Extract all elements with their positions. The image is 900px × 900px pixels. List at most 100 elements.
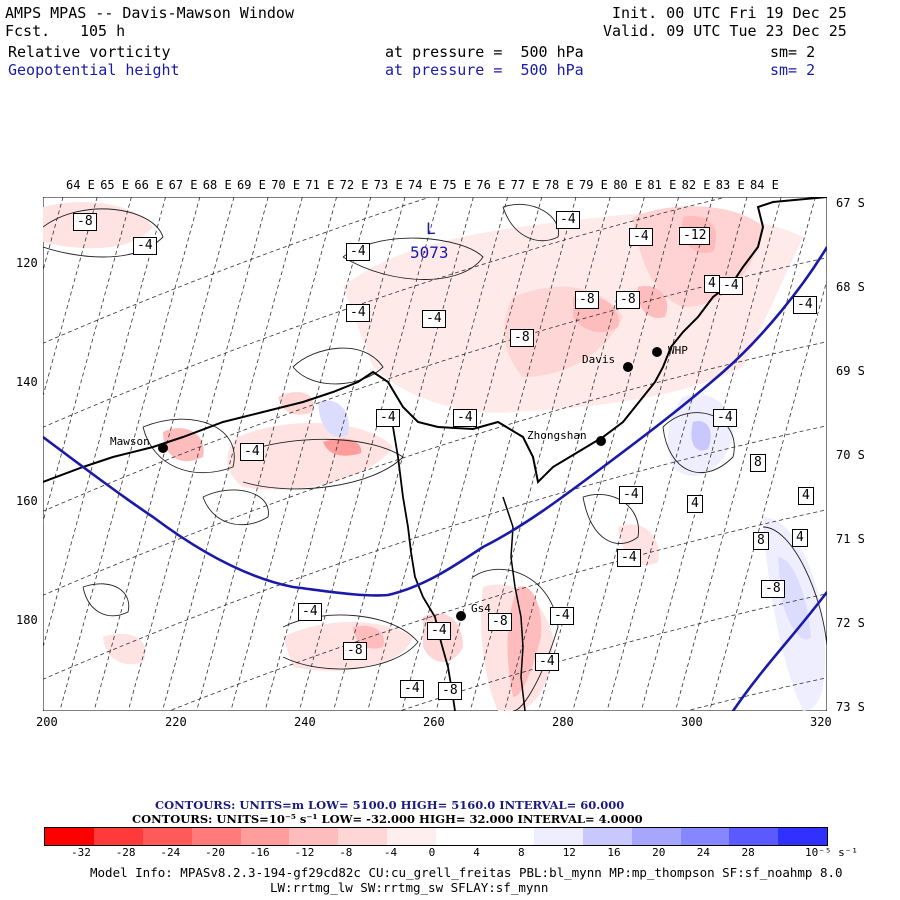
parallel-line — [167, 509, 827, 711]
zhongshan-marker — [596, 436, 606, 446]
ice-shelf-edge — [392, 426, 456, 711]
contour-value-label: -8 — [616, 291, 640, 309]
longitude-label: 72 E — [339, 178, 369, 192]
height-contour-legend: CONTOURS: UNITS=m LOW= 5100.0 HIGH= 5160… — [155, 798, 625, 812]
colorbar-tick-label: 20 — [652, 846, 666, 859]
longitude-label: 73 E — [373, 178, 403, 192]
meridian-line — [196, 197, 337, 711]
x-tick-label: 260 — [423, 715, 445, 729]
valid-time: Valid. 09 UTC Tue 23 Dec 25 — [603, 22, 847, 40]
contour-value-label: -4 — [453, 409, 477, 427]
field1-level: at pressure = 500 hPa — [385, 43, 584, 61]
map-title: AMPS MPAS -- Davis-Mawson Window — [5, 4, 294, 22]
contour-value-label: -4 — [346, 243, 370, 261]
field1-smoothing: sm= 2 — [770, 43, 816, 61]
y-tick-label: 120 — [16, 256, 38, 270]
contour-value-label: -4 — [556, 211, 580, 229]
forecast-label: Fcst. — [5, 22, 51, 40]
model-info-line2: LW:rrtmg_lw SW:rrtmg_sw SFLAY:sf_mynn — [270, 880, 549, 895]
height-contour-5100 — [43, 246, 827, 597]
low-center-value: 5073 — [410, 243, 449, 262]
contour-value-label: -4 — [713, 409, 737, 427]
contour-value-label: -4 — [346, 304, 370, 322]
longitude-label: 81 E — [647, 178, 677, 192]
davis-marker — [623, 362, 633, 372]
latitude-label: 71 S — [836, 532, 865, 546]
longitude-label: 83 E — [715, 178, 745, 192]
vorticity-contour-legend: CONTOURS: UNITS=10⁻⁵ s⁻¹ LOW= -32.000 HI… — [132, 812, 643, 826]
contour-value-label: -8 — [73, 213, 97, 231]
contour-value-label: -4 — [719, 277, 743, 295]
colorbar-tick-label: 28 — [741, 846, 755, 859]
meridian-line — [538, 197, 679, 711]
meridian-line — [606, 197, 748, 711]
latitude-label: 73 S — [836, 700, 865, 714]
meridian-line — [93, 197, 235, 711]
latitude-label: 68 S — [836, 280, 865, 294]
longitude-label: 68 E — [202, 178, 232, 192]
x-tick-label: 220 — [165, 715, 187, 729]
latitude-label: 70 S — [836, 448, 865, 462]
colorbar-swatch — [45, 828, 94, 845]
colorbar-tick-label: 4 — [473, 846, 480, 859]
y-tick-label: 160 — [16, 494, 38, 508]
meridian-line — [43, 197, 132, 524]
station-label: Davis — [582, 353, 616, 366]
colorbar-tick-label: 24 — [696, 846, 711, 859]
longitude-label: 74 E — [408, 178, 437, 192]
colorbar-swatch — [436, 828, 486, 845]
contour-value-label: -8 — [575, 291, 599, 309]
colorbar-swatch — [680, 828, 730, 845]
longitude-label: 77 E — [510, 178, 540, 192]
colorbar-tick-label: -20 — [205, 846, 225, 859]
x-tick-label: 320 — [810, 715, 832, 729]
meridian-line — [401, 197, 543, 711]
colorbar-swatch — [729, 828, 779, 845]
field2-level: at pressure = 500 hPa — [385, 61, 584, 79]
colorbar-tick-label: -12 — [294, 846, 315, 859]
station-label: WHP — [668, 344, 688, 357]
contour-value-label: -4 — [550, 607, 574, 625]
colorbar-swatch — [191, 828, 241, 845]
height-contour-5160 — [731, 591, 827, 711]
contour-value-label: 4 — [792, 529, 808, 547]
x-tick-label: 240 — [294, 715, 316, 729]
colorbar-tick-label: 12 — [562, 846, 576, 859]
colorbar-tick-label: -16 — [249, 846, 270, 859]
contour-value-label: -4 — [617, 549, 641, 567]
meridian-line — [572, 197, 714, 711]
contour-value-label: -8 — [761, 580, 785, 598]
longitude-label: 64 E — [66, 178, 95, 192]
longitude-label: 79 E — [579, 178, 608, 192]
vorticity-contours — [43, 203, 827, 711]
colorbar-swatch — [582, 828, 632, 845]
colorbar-swatch — [778, 828, 828, 845]
station-label: Mawson — [110, 435, 150, 448]
contour-value-label: -8 — [343, 642, 367, 660]
longitude-label: 76 E — [476, 178, 506, 192]
parallel-line — [43, 197, 432, 344]
init-time: Init. 00 UTC Fri 19 Dec 25 — [612, 4, 847, 22]
colorbar-tick-label: 8 — [518, 846, 525, 859]
meridian-line — [264, 197, 406, 711]
longitude-label: 67 E — [168, 178, 198, 192]
x-tick-label: 200 — [36, 715, 58, 729]
contour-value-label: -4 — [793, 296, 817, 314]
colorbar-tick-label: -8 — [339, 846, 353, 859]
contour-value-label: -4 — [376, 409, 400, 427]
low-center-marker: L — [426, 219, 436, 238]
meridian-line — [333, 197, 474, 711]
gs4-marker — [456, 611, 466, 621]
colorbar-swatch — [93, 828, 143, 845]
colorbar — [44, 827, 829, 846]
parallel-line — [43, 425, 827, 680]
contour-value-label: -4 — [400, 680, 424, 698]
longitude-label: 80 E — [613, 178, 643, 192]
meridian-line — [43, 197, 166, 649]
longitude-label: 69 E — [237, 178, 266, 192]
colorbar-swatch — [485, 828, 534, 845]
meridian-line — [59, 197, 201, 711]
field2-smoothing: sm= 2 — [770, 61, 816, 79]
negative-vorticity-shading — [43, 202, 803, 711]
meridian-line — [298, 197, 440, 711]
